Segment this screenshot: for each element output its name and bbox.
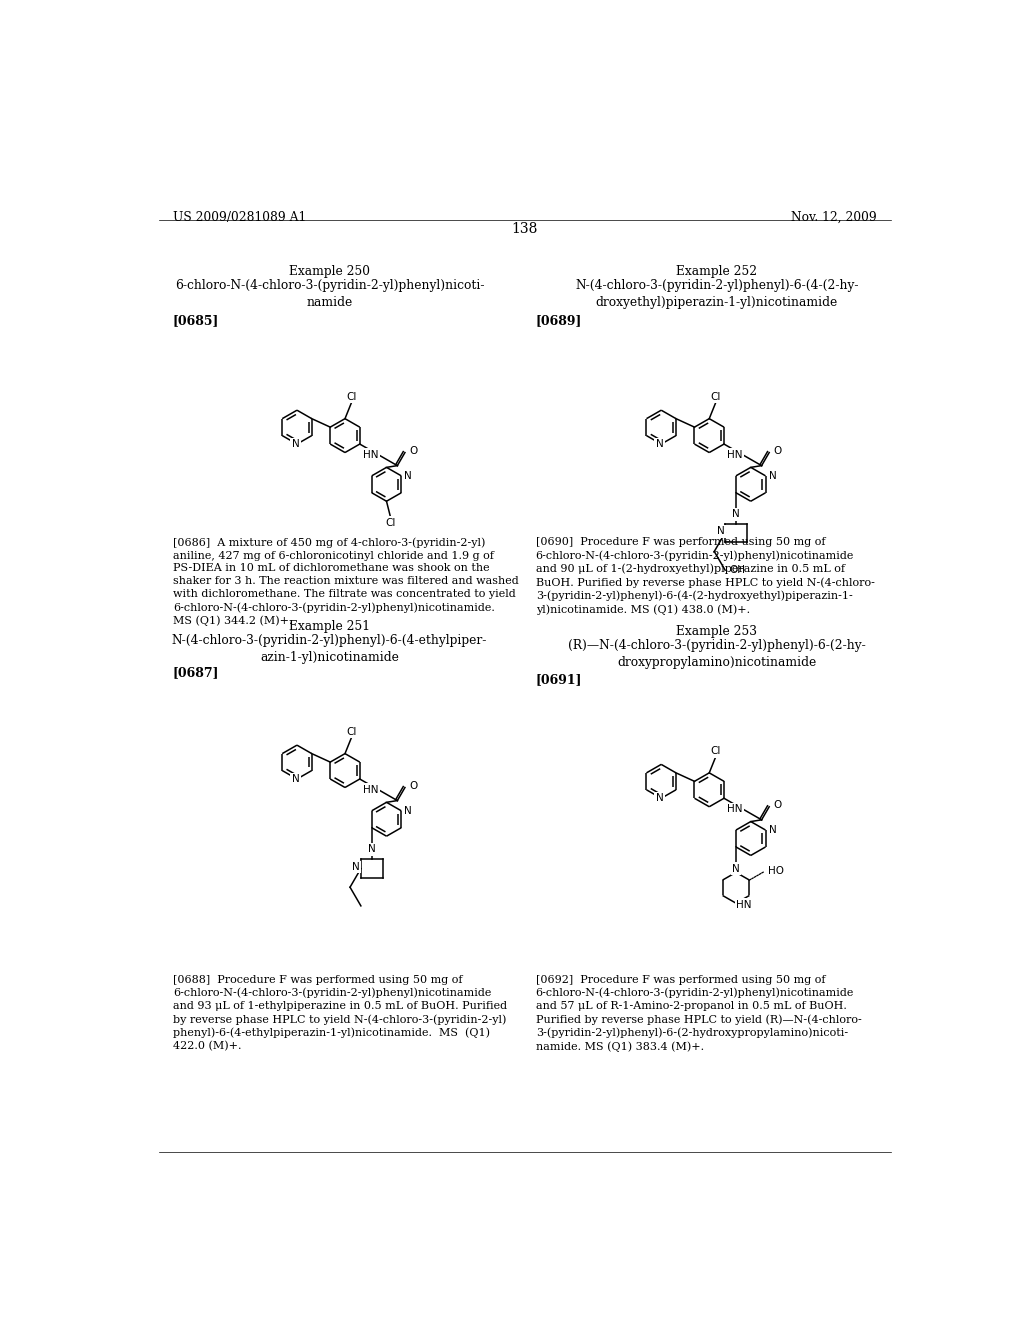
- Text: Example 253: Example 253: [677, 626, 758, 638]
- Text: O: O: [774, 446, 782, 455]
- Text: N: N: [655, 793, 664, 804]
- Text: [0689]: [0689]: [536, 314, 582, 327]
- Text: Example 252: Example 252: [677, 264, 758, 277]
- Text: Cl: Cl: [346, 392, 356, 403]
- Text: Example 251: Example 251: [289, 620, 370, 634]
- Text: O: O: [410, 781, 418, 791]
- Text: N: N: [769, 825, 776, 836]
- Text: Example 250: Example 250: [289, 264, 370, 277]
- Text: 6-chloro-N-(4-chloro-3-(pyridin-2-yl)phenyl)nicoti-
namide: 6-chloro-N-(4-chloro-3-(pyridin-2-yl)phe…: [175, 279, 484, 309]
- Text: HN: HN: [727, 450, 742, 459]
- Text: N: N: [368, 845, 376, 854]
- Text: N: N: [769, 471, 776, 480]
- Text: N-(4-chloro-3-(pyridin-2-yl)phenyl)-6-(4-ethylpiper-
azin-1-yl)nicotinamide: N-(4-chloro-3-(pyridin-2-yl)phenyl)-6-(4…: [172, 635, 487, 664]
- Text: 138: 138: [512, 222, 538, 235]
- Text: Cl: Cl: [346, 727, 356, 737]
- Text: Cl: Cl: [385, 517, 395, 528]
- Text: HN: HN: [364, 450, 379, 459]
- Text: N: N: [717, 527, 724, 536]
- Text: [0686]  A mixture of 450 mg of 4-chloro-3-(pyridin-2-yl)
aniline, 427 mg of 6-ch: [0686] A mixture of 450 mg of 4-chloro-3…: [173, 537, 519, 626]
- Text: [0690]  Procedure F was performed using 50 mg of
6-chloro-N-(4-chloro-3-(pyridin: [0690] Procedure F was performed using 5…: [536, 537, 874, 615]
- Text: N: N: [732, 510, 740, 519]
- Text: N-(4-chloro-3-(pyridin-2-yl)phenyl)-6-(4-(2-hy-
droxyethyl)piperazin-1-yl)nicoti: N-(4-chloro-3-(pyridin-2-yl)phenyl)-6-(4…: [575, 279, 859, 309]
- Text: [0685]: [0685]: [173, 314, 219, 327]
- Text: HN: HN: [727, 804, 742, 814]
- Text: HO: HO: [768, 866, 784, 876]
- Text: N: N: [292, 774, 299, 784]
- Text: N: N: [655, 440, 664, 449]
- Text: HN: HN: [364, 785, 379, 795]
- Text: OH: OH: [730, 565, 745, 576]
- Text: N: N: [352, 862, 360, 873]
- Text: US 2009/0281089 A1: US 2009/0281089 A1: [173, 211, 306, 224]
- Text: N: N: [292, 440, 299, 449]
- Text: O: O: [774, 800, 782, 810]
- Text: [0687]: [0687]: [173, 667, 219, 680]
- Text: N: N: [404, 471, 412, 480]
- Text: [0691]: [0691]: [536, 673, 583, 686]
- Text: Cl: Cl: [711, 746, 721, 756]
- Text: Nov. 12, 2009: Nov. 12, 2009: [791, 211, 877, 224]
- Text: Cl: Cl: [711, 392, 721, 403]
- Text: O: O: [410, 446, 418, 455]
- Text: N: N: [404, 805, 412, 816]
- Text: [0692]  Procedure F was performed using 50 mg of
6-chloro-N-(4-chloro-3-(pyridin: [0692] Procedure F was performed using 5…: [536, 974, 861, 1052]
- Text: N: N: [732, 863, 740, 874]
- Text: (R)—N-(4-chloro-3-(pyridin-2-yl)phenyl)-6-(2-hy-
droxypropylamino)nicotinamide: (R)—N-(4-chloro-3-(pyridin-2-yl)phenyl)-…: [568, 639, 866, 669]
- Text: [0688]  Procedure F was performed using 50 mg of
6-chloro-N-(4-chloro-3-(pyridin: [0688] Procedure F was performed using 5…: [173, 974, 507, 1051]
- Text: HN: HN: [736, 900, 752, 909]
